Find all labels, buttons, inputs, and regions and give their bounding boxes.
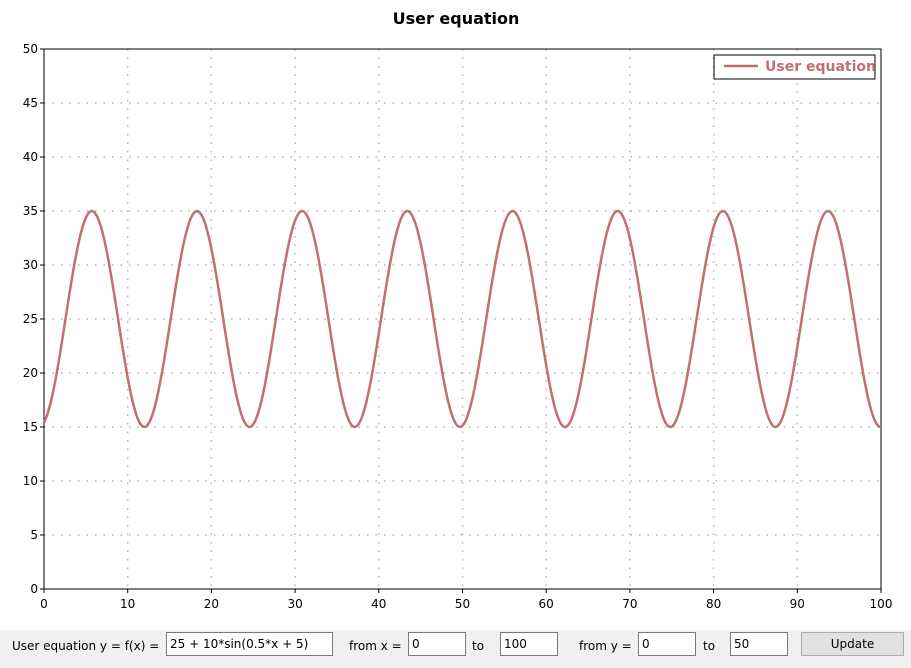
y-tick-label: 40 xyxy=(23,150,38,164)
x-tick-label: 70 xyxy=(622,597,637,611)
x-tick-label: 30 xyxy=(287,597,302,611)
equation-input[interactable] xyxy=(166,632,333,656)
to-x-label: to xyxy=(472,639,485,653)
y-tick-label: 0 xyxy=(30,582,38,596)
x-tick-label: 80 xyxy=(706,597,721,611)
y-tick-label: 10 xyxy=(23,474,38,488)
plot-frame xyxy=(43,48,882,590)
y-tick-label: 25 xyxy=(23,312,38,326)
axes: 0 10 20 30 40 50 60 70 80 90 100 0 5 10 15 20 25 30 35 40 45… xyxy=(23,42,893,611)
y-tick-label: 50 xyxy=(23,42,38,56)
control-bar: User equation y = f(x) = from x = to fro… xyxy=(0,630,911,662)
y-tick-label: 15 xyxy=(23,420,38,434)
series-layer xyxy=(42,209,882,429)
y-tick-label: 35 xyxy=(23,204,38,218)
y-tick-label: 20 xyxy=(23,366,38,380)
from-x-input[interactable] xyxy=(408,632,466,656)
x-tick-label: 40 xyxy=(371,597,386,611)
chart: User equation 0 10 20 30 40 50 60 70 80 90 100 0 5 10… xyxy=(0,0,911,630)
x-tick-label: 50 xyxy=(455,597,470,611)
legend: User equation xyxy=(713,54,876,80)
update-button[interactable]: Update xyxy=(801,632,904,656)
y-tick-label: 30 xyxy=(23,258,38,272)
from-y-input[interactable] xyxy=(638,632,696,656)
equation-label: User equation y = f(x) = xyxy=(12,639,160,653)
y-tick-label: 45 xyxy=(23,96,38,110)
x-tick-label: 20 xyxy=(204,597,219,611)
y-tick-label: 5 xyxy=(30,528,38,542)
to-x-input[interactable] xyxy=(500,632,558,656)
legend-label: User equation xyxy=(765,59,876,75)
chart-background xyxy=(0,0,911,630)
from-y-label: from y = xyxy=(579,639,632,653)
to-y-label: to xyxy=(703,639,716,653)
series-line xyxy=(42,209,882,429)
x-tick-label: 90 xyxy=(790,597,805,611)
x-tick-label: 60 xyxy=(539,597,554,611)
x-tick-label: 10 xyxy=(120,597,135,611)
from-x-label: from x = xyxy=(349,639,402,653)
x-tick-label: 0 xyxy=(40,597,48,611)
x-tick-label: 100 xyxy=(870,597,893,611)
chart-title: User equation xyxy=(393,9,520,28)
to-y-input[interactable] xyxy=(730,632,788,656)
